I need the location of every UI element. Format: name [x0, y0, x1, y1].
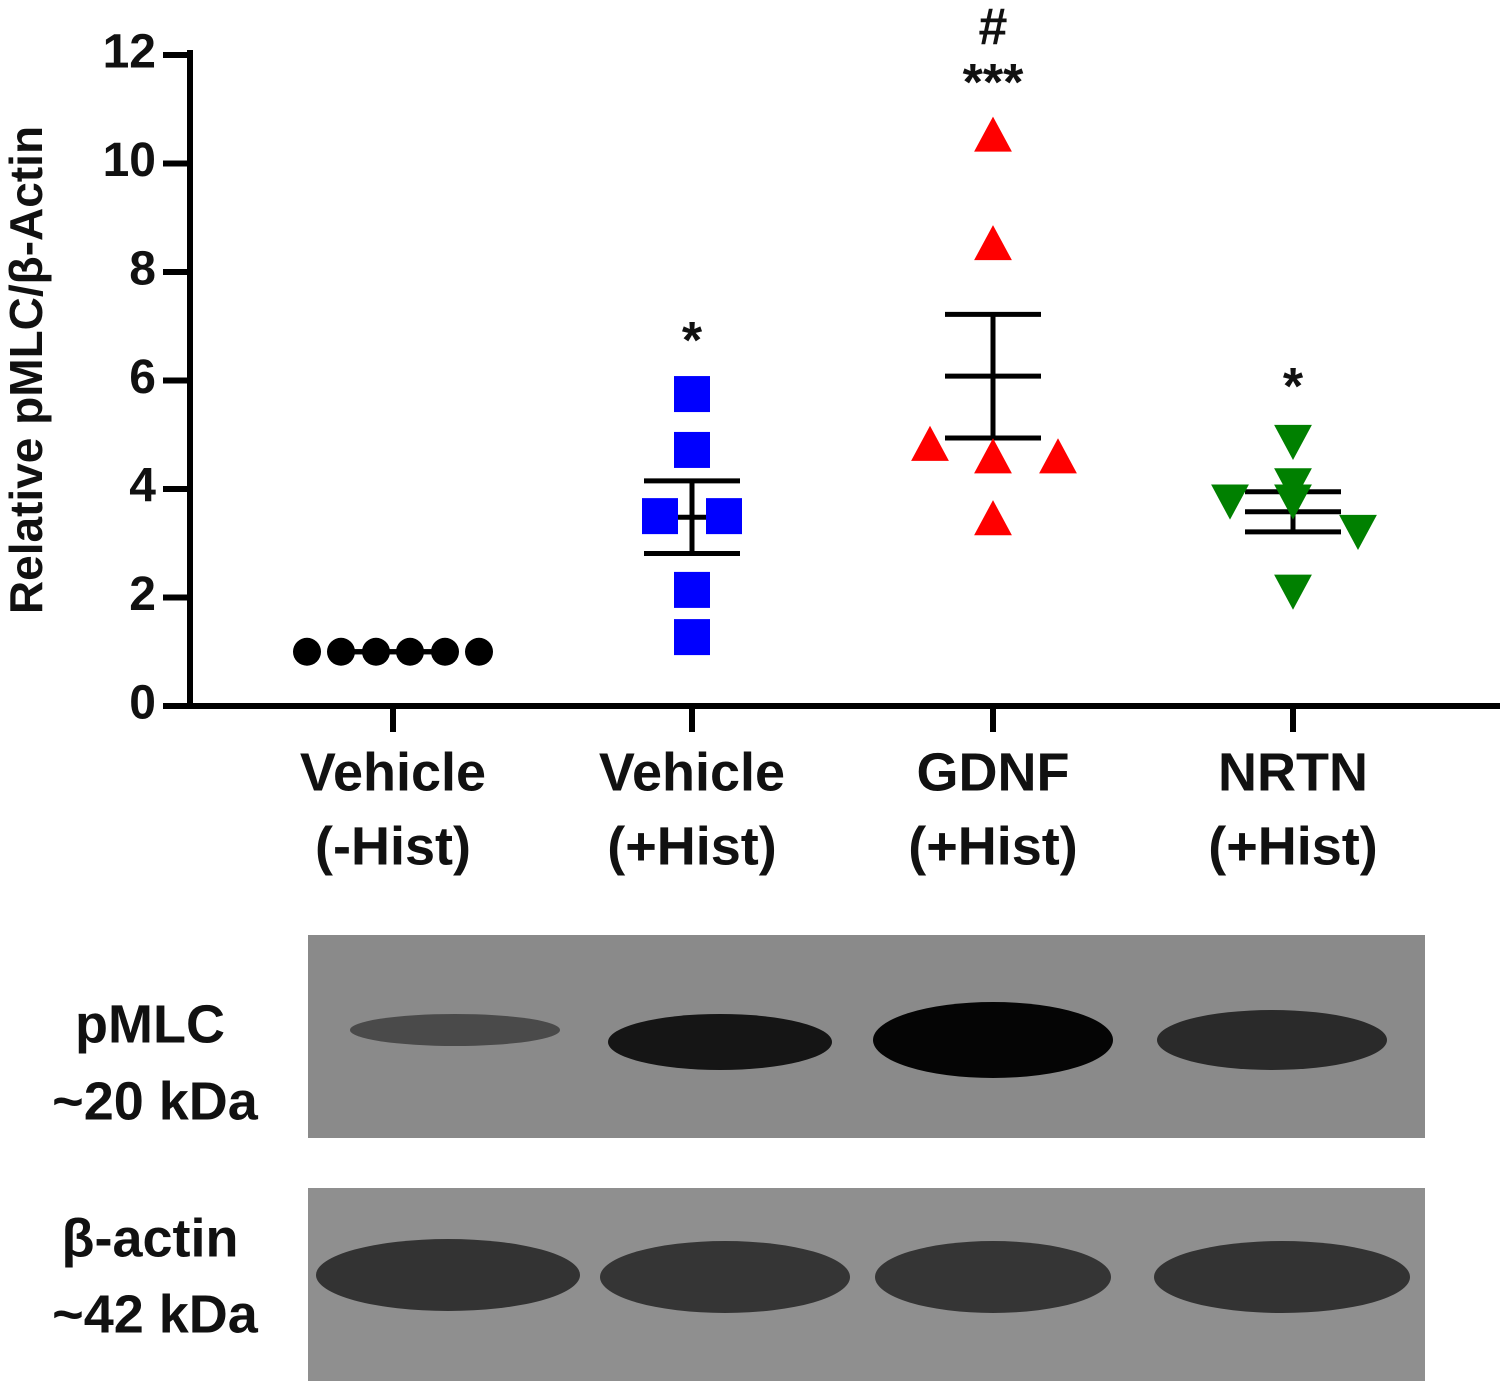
x-tick-label: NRTN [1218, 742, 1368, 802]
data-point [911, 425, 949, 461]
data-point [327, 637, 355, 666]
data-point [293, 637, 321, 666]
x-tick-label: (-Hist) [315, 816, 471, 876]
y-tick-label: 8 [129, 243, 156, 296]
data-point [1274, 484, 1312, 520]
significance-label: * [1283, 358, 1304, 416]
data-point [642, 498, 678, 535]
data-point [431, 637, 459, 666]
blot-actin [308, 1188, 1425, 1381]
y-tick-label: 6 [129, 351, 156, 404]
x-tick-label: Vehicle [300, 742, 486, 802]
data-point [974, 500, 1012, 536]
significance-label: # [979, 0, 1008, 56]
data-point [674, 431, 710, 468]
blot-protein-label: β-actin [62, 1208, 239, 1268]
data-point [1211, 484, 1249, 520]
data-point [974, 225, 1012, 261]
data-point [1274, 574, 1312, 610]
y-tick-label: 4 [129, 460, 156, 513]
y-tick-label: 0 [129, 677, 156, 730]
data-point [974, 116, 1012, 152]
blot-pmlc [308, 935, 1425, 1138]
significance-label: *** [963, 54, 1024, 112]
data-point [974, 438, 1012, 474]
data-point [674, 376, 710, 413]
data-point [396, 637, 424, 666]
data-point [706, 498, 742, 535]
data-point [1274, 424, 1312, 460]
y-tick-label: 12 [103, 26, 156, 79]
data-point [1039, 438, 1077, 474]
y-tick-label: 2 [129, 568, 156, 621]
blot-protein-label: pMLC [75, 994, 225, 1054]
blot-size-label: ~42 kDa [52, 1284, 259, 1344]
x-tick-label: (+Hist) [607, 816, 777, 876]
blot-size-label: ~20 kDa [52, 1071, 259, 1131]
data-point [465, 637, 493, 666]
data-point [674, 571, 710, 608]
x-tick-label: Vehicle [599, 742, 785, 802]
significance-label: * [682, 312, 703, 370]
data-point [674, 619, 710, 656]
y-axis-label: Relative pMLC/β-Actin [0, 126, 52, 614]
y-tick-label: 10 [103, 134, 156, 187]
x-tick-label: (+Hist) [1208, 816, 1378, 876]
data-point [1339, 514, 1377, 551]
data-point [362, 637, 390, 666]
x-tick-label: (+Hist) [908, 816, 1078, 876]
x-tick-label: GDNF [917, 742, 1070, 802]
